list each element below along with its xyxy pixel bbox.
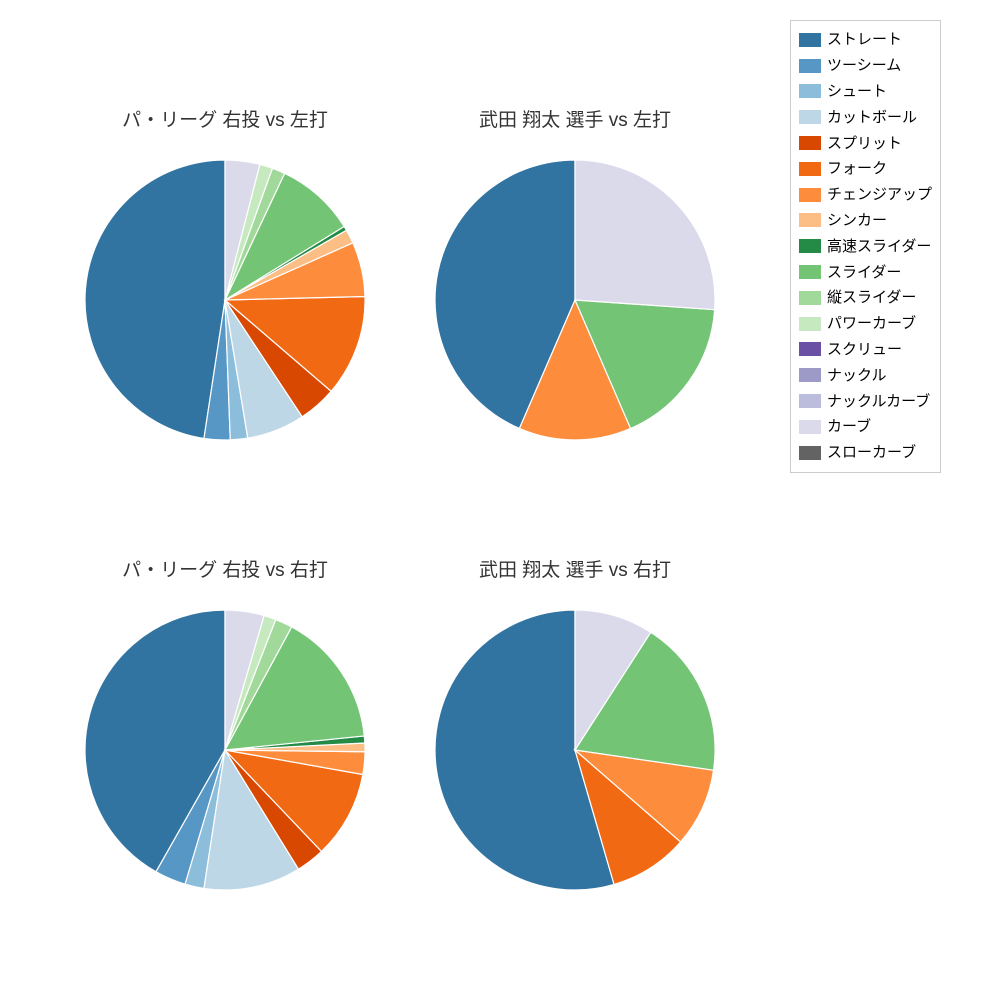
legend-swatch [799,59,821,73]
legend-item: ストレート [799,27,932,53]
legend-label: スプリット [827,136,902,151]
legend-swatch [799,213,821,227]
legend-label: 縦スライダー [827,290,916,305]
legend-item: シンカー [799,208,932,234]
legend-label: スローカーブ [827,445,916,460]
legend-item: スプリット [799,130,932,156]
legend-swatch [799,420,821,434]
legend-swatch [799,33,821,47]
legend-swatch [799,239,821,253]
chart-title: 武田 翔太 選手 vs 左打 [425,105,725,132]
legend-label: ナックルカーブ [827,394,930,409]
legend-item: 縦スライダー [799,285,932,311]
pie-chart [433,608,717,892]
chart-title: パ・リーグ 右投 vs 右打 [75,555,375,582]
legend-label: カーブ [827,419,871,434]
legend-item: シュート [799,79,932,105]
legend-item: 高速スライダー [799,233,932,259]
figure: パ・リーグ 右投 vs 左打47.611.79.2武田 翔太 選手 vs 左打4… [0,0,1000,1000]
legend: ストレートツーシームシュートカットボールスプリットフォークチェンジアップシンカー… [790,20,941,473]
legend-swatch [799,394,821,408]
legend-label: フォーク [827,161,887,176]
legend-swatch [799,188,821,202]
legend-label: スクリュー [827,342,902,357]
pie-chart [83,608,367,892]
legend-item: フォーク [799,156,932,182]
legend-swatch [799,136,821,150]
legend-item: スクリュー [799,337,932,363]
legend-item: ナックルカーブ [799,388,932,414]
legend-item: カットボール [799,104,932,130]
legend-label: スライダー [827,265,901,280]
legend-swatch [799,446,821,460]
legend-item: カーブ [799,414,932,440]
legend-swatch [799,368,821,382]
pie-slice [85,160,225,438]
legend-item: スローカーブ [799,440,932,466]
pie-chart [433,158,717,442]
legend-swatch [799,291,821,305]
legend-label: 高速スライダー [827,239,931,254]
legend-label: チェンジアップ [827,187,932,202]
legend-label: ツーシーム [827,58,901,73]
legend-label: ストレート [827,32,902,47]
legend-swatch [799,162,821,176]
legend-item: パワーカーブ [799,311,932,337]
legend-label: シュート [827,84,887,99]
legend-swatch [799,84,821,98]
legend-item: チェンジアップ [799,182,932,208]
legend-swatch [799,342,821,356]
pie-chart [83,158,367,442]
legend-swatch [799,110,821,124]
chart-title: パ・リーグ 右投 vs 左打 [75,105,375,132]
legend-swatch [799,317,821,331]
legend-item: スライダー [799,259,932,285]
legend-item: ツーシーム [799,53,932,79]
pie-slice [575,160,715,310]
legend-swatch [799,265,821,279]
legend-label: カットボール [827,110,917,125]
legend-item: ナックル [799,362,932,388]
legend-label: シンカー [827,213,887,228]
legend-label: ナックル [827,368,887,383]
legend-label: パワーカーブ [827,316,916,331]
chart-title: 武田 翔太 選手 vs 右打 [425,555,725,582]
